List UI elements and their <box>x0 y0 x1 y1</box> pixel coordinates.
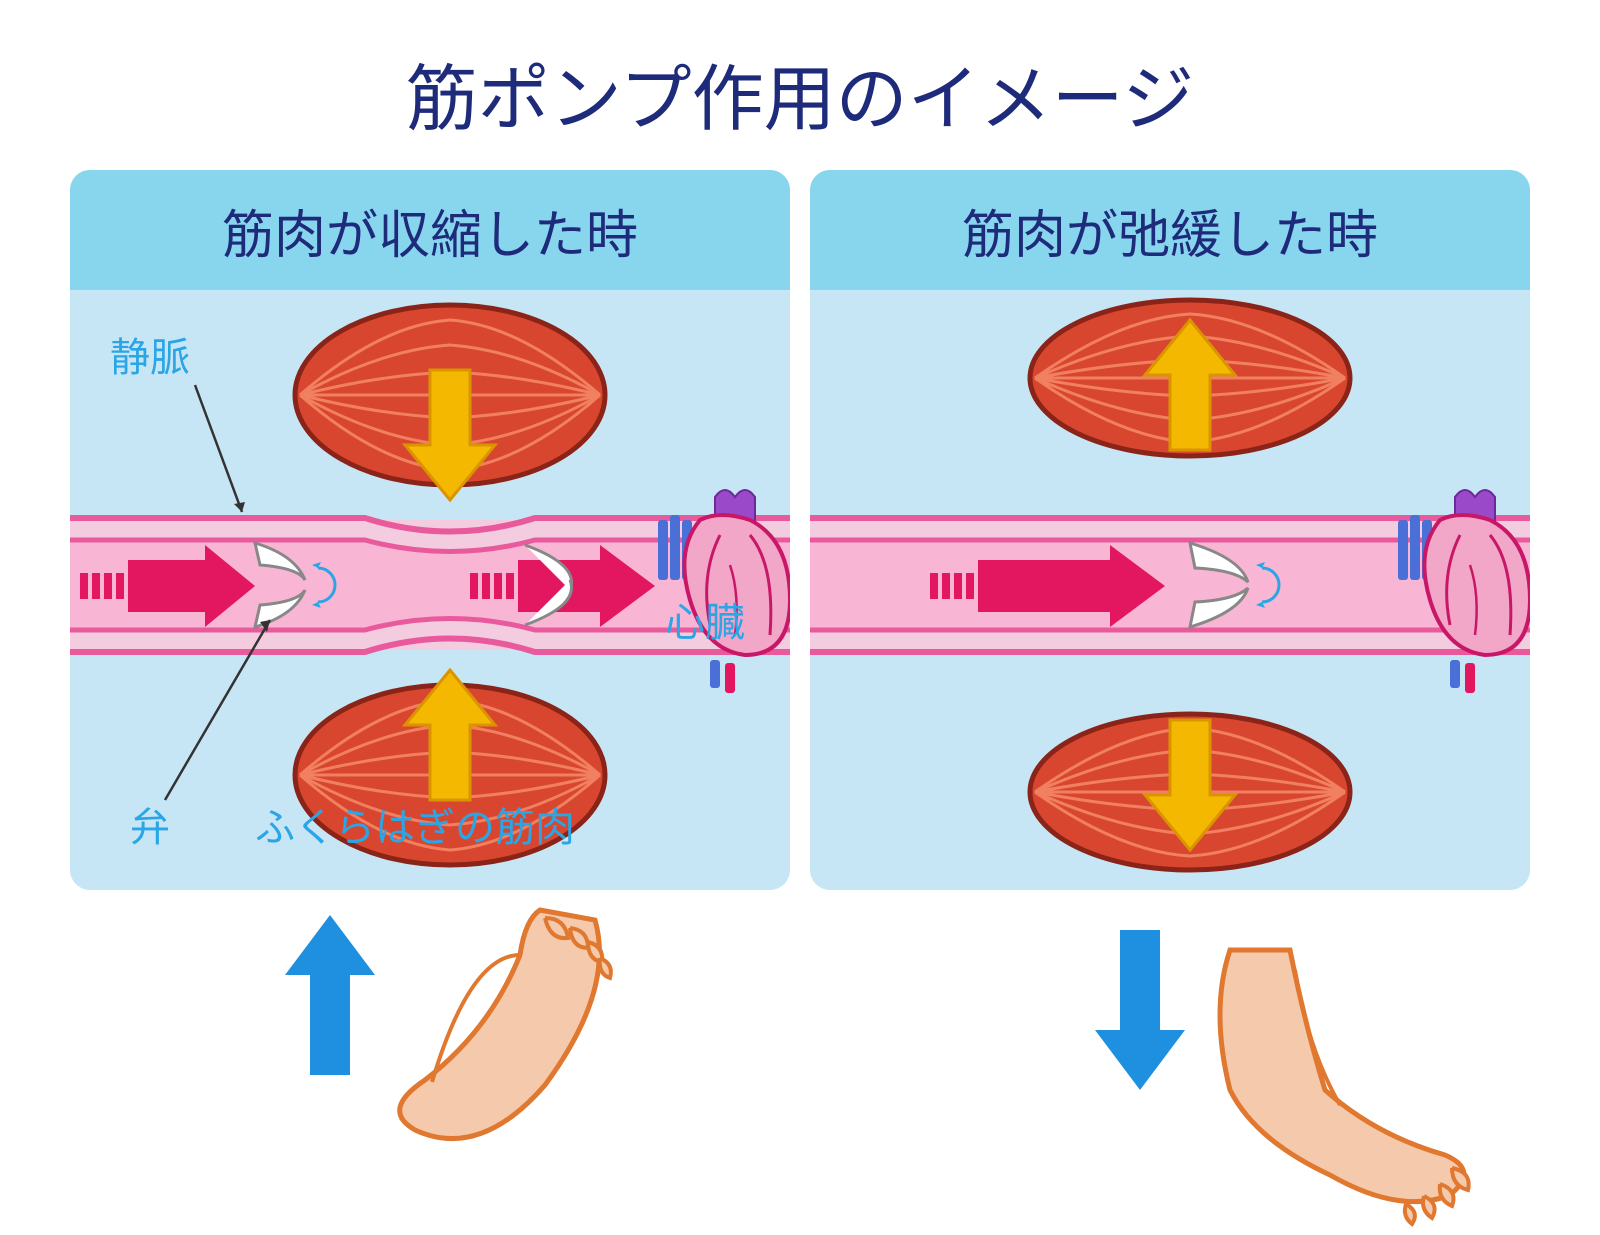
heart-label: 心臓 <box>665 590 745 648</box>
muscle-label: ふくらはぎの筋肉 <box>255 795 575 853</box>
blue-arrow-up-icon <box>285 915 375 1075</box>
diagram-right <box>810 290 1530 890</box>
vein-label: 静脈 <box>110 325 190 383</box>
foot-down-icon <box>1220 950 1469 1224</box>
main-title: 筋ポンプ作用のイメージ <box>0 0 1600 170</box>
panels-row: 筋肉が収縮した時 <box>0 170 1600 890</box>
panel-body-left: 静脈 弁 ふくらはぎの筋肉 心臓 <box>70 290 790 890</box>
panel-header-right: 筋肉が弛緩した時 <box>810 170 1530 290</box>
pointer-line <box>195 385 242 512</box>
blue-arrow-down-icon <box>1095 930 1185 1090</box>
panel-relaxed: 筋肉が弛緩した時 <box>810 170 1530 890</box>
foot-up-icon <box>400 910 611 1139</box>
foot-up-area <box>70 900 790 1200</box>
panel-contracted: 筋肉が収縮した時 <box>70 170 790 890</box>
valve-label: 弁 <box>130 795 170 853</box>
panel-header-left: 筋肉が収縮した時 <box>70 170 790 290</box>
panel-body-right <box>810 290 1530 890</box>
foot-down-area <box>810 900 1530 1200</box>
